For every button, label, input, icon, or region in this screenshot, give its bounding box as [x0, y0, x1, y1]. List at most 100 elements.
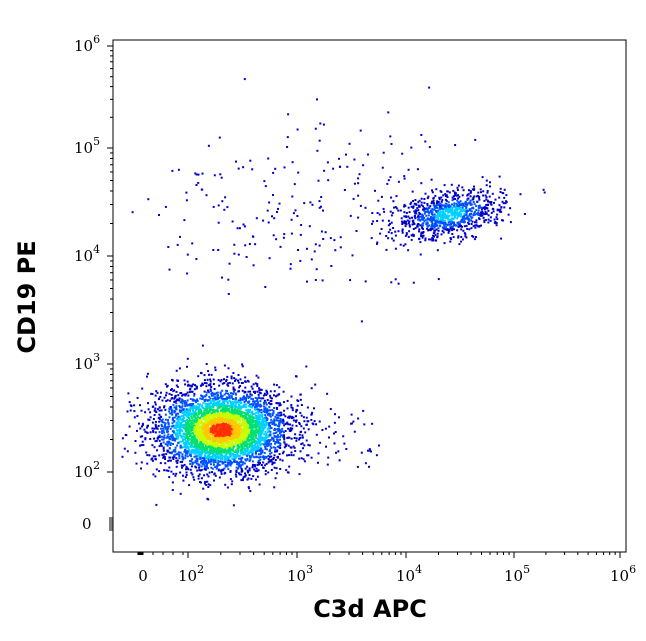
- event-dot: [167, 421, 170, 424]
- event-dot: [195, 413, 198, 416]
- event-dot: [487, 209, 490, 212]
- event-dot: [463, 225, 466, 228]
- event-dot: [254, 406, 257, 409]
- event-dot: [254, 391, 256, 394]
- event-dot: [223, 364, 226, 367]
- event-dot: [269, 439, 272, 441]
- event-dot: [179, 444, 182, 447]
- event-dot: [503, 196, 506, 199]
- event-dot: [300, 414, 303, 417]
- event-dot: [217, 469, 220, 472]
- event-dot: [225, 399, 227, 402]
- event-dot: [313, 407, 315, 410]
- event-dot: [243, 398, 246, 401]
- event-dot: [241, 405, 244, 408]
- event-dot: [247, 408, 250, 411]
- event-dot: [249, 426, 252, 429]
- event-dot: [202, 396, 205, 399]
- event-dot: [221, 424, 224, 427]
- event-dot: [251, 425, 253, 428]
- event-dot: [200, 430, 203, 433]
- event-dot: [263, 392, 266, 395]
- event-dot: [256, 443, 259, 446]
- event-dot: [208, 373, 210, 376]
- event-dot: [436, 216, 439, 219]
- event-dot: [215, 416, 218, 419]
- event-dot: [210, 390, 213, 393]
- event-dot: [256, 408, 259, 411]
- event-dot: [476, 194, 479, 197]
- event-dot: [262, 426, 264, 429]
- event-dot: [456, 189, 459, 191]
- event-dot: [423, 201, 426, 204]
- event-dot: [401, 229, 404, 232]
- event-dot: [196, 414, 199, 417]
- event-dot: [211, 447, 214, 450]
- event-dot: [268, 406, 271, 409]
- event-dot: [196, 420, 199, 423]
- event-dot: [197, 375, 200, 378]
- event-dot: [473, 195, 476, 198]
- event-dot: [434, 204, 437, 207]
- event-dot: [228, 394, 231, 397]
- event-dot: [185, 468, 187, 471]
- event-dot: [167, 433, 170, 436]
- event-dot: [258, 387, 261, 390]
- event-dot: [211, 424, 214, 427]
- event-dot: [280, 431, 282, 434]
- event-dot: [446, 217, 449, 220]
- event-dot: [435, 202, 438, 205]
- event-dot: [161, 420, 163, 423]
- event-dot: [182, 435, 185, 438]
- event-dot: [435, 211, 438, 213]
- event-dot: [225, 392, 227, 395]
- event-dot: [255, 478, 257, 481]
- event-dot: [180, 425, 183, 428]
- event-dot: [198, 453, 201, 455]
- event-dot: [272, 446, 275, 449]
- event-dot: [471, 198, 474, 201]
- event-dot: [471, 235, 474, 237]
- event-dot: [273, 390, 276, 393]
- event-dot: [226, 486, 229, 489]
- event-dot: [259, 448, 262, 451]
- event-dot: [235, 414, 238, 417]
- event-dot: [240, 468, 243, 470]
- event-dot: [238, 473, 241, 476]
- event-dot: [422, 214, 425, 217]
- event-dot: [247, 436, 250, 438]
- event-dot: [248, 443, 251, 446]
- event-dot: [274, 477, 277, 480]
- event-dot: [192, 438, 195, 441]
- event-dot: [212, 415, 215, 418]
- event-dot: [452, 236, 455, 239]
- event-dot: [190, 403, 193, 406]
- event-dot: [224, 418, 227, 421]
- event-dot: [227, 450, 230, 453]
- event-dot: [281, 434, 284, 437]
- event-dot: [430, 202, 433, 205]
- event-dot: [185, 444, 188, 446]
- event-dot: [225, 407, 228, 410]
- event-dot: [226, 375, 229, 378]
- event-dot: [466, 198, 469, 201]
- event-dot: [177, 451, 180, 454]
- event-dot: [179, 434, 182, 437]
- event-dot: [190, 417, 193, 419]
- event-dot: [224, 431, 227, 434]
- event-dot: [174, 434, 177, 437]
- event-dot: [474, 224, 477, 227]
- event-dot: [194, 422, 197, 425]
- event-dot: [248, 419, 251, 422]
- event-dot: [166, 443, 169, 446]
- event-dot: [163, 425, 166, 428]
- event-dot: [232, 423, 235, 425]
- event-dot: [229, 452, 231, 455]
- event-dot: [280, 434, 283, 437]
- event-dot: [233, 430, 236, 432]
- event-dot: [211, 422, 213, 425]
- event-dot: [175, 412, 178, 415]
- event-dot: [311, 422, 314, 425]
- event-dot: [421, 226, 424, 229]
- event-dot: [299, 393, 302, 396]
